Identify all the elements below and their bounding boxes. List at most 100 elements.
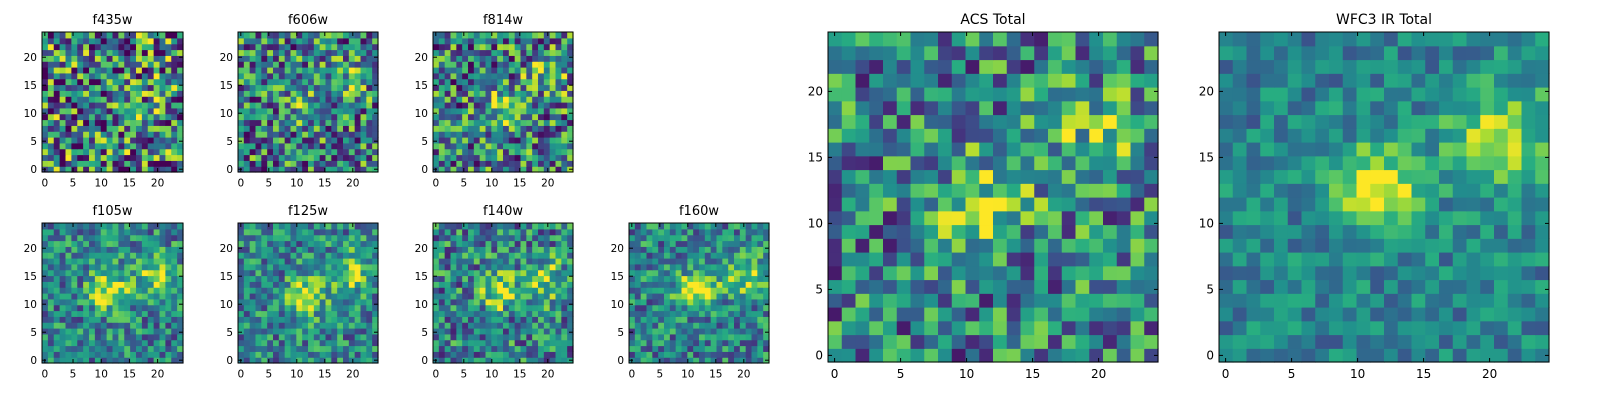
heatmap-cell — [855, 210, 870, 226]
heatmap-cell — [42, 125, 49, 132]
heatmap-cell — [1535, 348, 1550, 363]
heatmap-cell — [238, 148, 245, 156]
heatmap-cell — [313, 333, 321, 341]
heatmap-cell — [313, 240, 321, 247]
heatmap-cell — [325, 96, 332, 103]
heatmap-cell — [124, 107, 131, 115]
heatmap-cell — [532, 32, 539, 39]
heatmap-cell — [549, 142, 557, 150]
heatmap-cell — [313, 223, 321, 230]
heatmap-cell — [1020, 252, 1035, 267]
heatmap-cell — [699, 351, 706, 358]
heatmap-cell — [337, 84, 344, 91]
heatmap-cell — [360, 223, 367, 230]
heatmap-cell — [508, 339, 516, 347]
heatmap-cell — [165, 339, 172, 347]
heatmap-cell — [77, 142, 84, 150]
heatmap-cell — [308, 154, 315, 161]
heatmap-cell — [159, 298, 166, 306]
heatmap-cell — [629, 281, 636, 288]
heatmap-cell — [53, 357, 61, 364]
heatmap-cell — [360, 113, 367, 121]
heatmap-cell — [325, 316, 332, 323]
heatmap-cell — [669, 275, 677, 282]
heatmap-cell — [238, 125, 245, 132]
heatmap-cell — [699, 293, 706, 300]
heatmap-cell — [634, 339, 642, 347]
heatmap-cell — [485, 113, 492, 121]
heatmap-cell — [951, 252, 967, 267]
heatmap-cell — [508, 351, 516, 358]
heatmap-cell — [124, 298, 131, 306]
x-tick-label: 20 — [346, 369, 359, 381]
heatmap-cell — [664, 281, 671, 288]
heatmap-cell — [538, 154, 545, 161]
heatmap-cell — [59, 96, 67, 103]
heatmap-cell — [450, 113, 457, 121]
heatmap-cell — [343, 293, 350, 300]
heatmap-cell — [438, 154, 446, 161]
heatmap-cell — [951, 279, 967, 294]
heatmap-cell — [924, 224, 939, 239]
heatmap-cell — [520, 228, 527, 236]
heatmap-cell — [710, 287, 718, 294]
heatmap-cell — [83, 43, 90, 51]
heatmap-cell — [444, 328, 452, 335]
heatmap-cell — [532, 345, 539, 352]
heatmap-cell — [118, 32, 125, 39]
heatmap-cell — [136, 137, 143, 144]
heatmap-cell — [71, 228, 78, 236]
heatmap-cell — [238, 304, 245, 312]
x-tick-label: 20 — [541, 178, 554, 190]
heatmap-cell — [438, 298, 446, 306]
heatmap-cell — [555, 269, 562, 277]
heatmap-cell — [473, 252, 481, 259]
heatmap-cell — [112, 246, 119, 253]
heatmap-cell — [77, 32, 84, 39]
heatmap-cell — [243, 96, 251, 103]
heatmap-cell — [468, 90, 475, 97]
heatmap-cell — [664, 228, 671, 236]
heatmap-cell — [136, 90, 143, 97]
heatmap-cell — [94, 131, 102, 138]
heatmap-cell — [308, 142, 315, 150]
heatmap-cell — [704, 357, 712, 364]
heatmap-cell — [1061, 334, 1077, 349]
heatmap-cell — [462, 96, 469, 103]
heatmap-cell — [343, 61, 350, 68]
heatmap-cell — [42, 252, 49, 259]
heatmap-cell — [118, 43, 125, 51]
heatmap-cell — [479, 345, 487, 352]
heatmap-cell — [1116, 155, 1132, 171]
heatmap-cell — [1116, 128, 1132, 143]
heatmap-cell — [343, 119, 350, 126]
heatmap-cell — [243, 107, 251, 115]
heatmap-cell — [171, 55, 178, 62]
heatmap-cell — [716, 316, 723, 323]
heatmap-cell — [497, 102, 504, 109]
heatmap-cell — [658, 333, 665, 341]
heatmap-cell — [278, 148, 286, 156]
heatmap-cell — [567, 234, 574, 242]
heatmap-cell — [883, 87, 898, 102]
heatmap-cell — [883, 279, 898, 294]
heatmap-cell — [325, 240, 332, 247]
heatmap-cell — [89, 293, 96, 300]
heatmap-cell — [249, 148, 257, 156]
x-tick-label: 0 — [432, 369, 439, 381]
heatmap-cell — [444, 240, 452, 247]
heatmap-cell — [94, 304, 102, 312]
heatmap-cell — [284, 49, 292, 56]
heatmap-cell — [243, 322, 251, 329]
heatmap-cell — [255, 269, 262, 277]
heatmap-cell — [94, 298, 102, 306]
heatmap-cell — [433, 351, 440, 358]
heatmap-cell — [360, 351, 367, 358]
heatmap-cell — [372, 293, 379, 300]
heatmap-cell — [53, 322, 61, 329]
heatmap-cell — [1425, 348, 1440, 363]
heatmap-cell — [664, 357, 671, 364]
heatmap-cell — [1034, 32, 1049, 47]
heatmap-cell — [94, 37, 102, 45]
heatmap-cell — [450, 160, 457, 167]
